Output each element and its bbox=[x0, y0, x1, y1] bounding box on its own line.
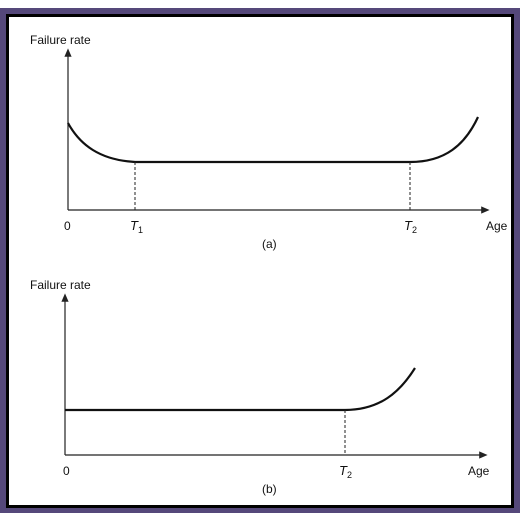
canvas bbox=[9, 17, 511, 505]
marker-symbol: T bbox=[339, 463, 348, 478]
x-axis-label: Age bbox=[468, 464, 490, 478]
marker-symbol: T bbox=[130, 218, 139, 233]
origin-label: 0 bbox=[63, 464, 70, 478]
panel-a: Failure rate 0 T1 T2 Age (a) bbox=[30, 33, 508, 251]
y-axis-label: Failure rate bbox=[30, 278, 91, 292]
marker-label: T2 bbox=[404, 218, 417, 235]
marker-label: T2 bbox=[339, 463, 352, 480]
marker-label: T1 bbox=[130, 218, 143, 235]
failure-curve bbox=[65, 367, 416, 412]
caption: (b) bbox=[262, 482, 277, 496]
origin-label: 0 bbox=[64, 219, 71, 233]
marker-symbol: T bbox=[404, 218, 413, 233]
marker-subscript: 2 bbox=[347, 470, 352, 480]
marker-subscript: 1 bbox=[138, 225, 143, 235]
panel-b: Failure rate 0 T2 Age (b) bbox=[30, 278, 490, 496]
marker-subscript: 2 bbox=[412, 225, 417, 235]
bathtub-curve bbox=[67, 116, 479, 164]
caption: (a) bbox=[262, 237, 277, 251]
y-axis-label: Failure rate bbox=[30, 33, 91, 47]
x-axis-label: Age bbox=[486, 219, 508, 233]
